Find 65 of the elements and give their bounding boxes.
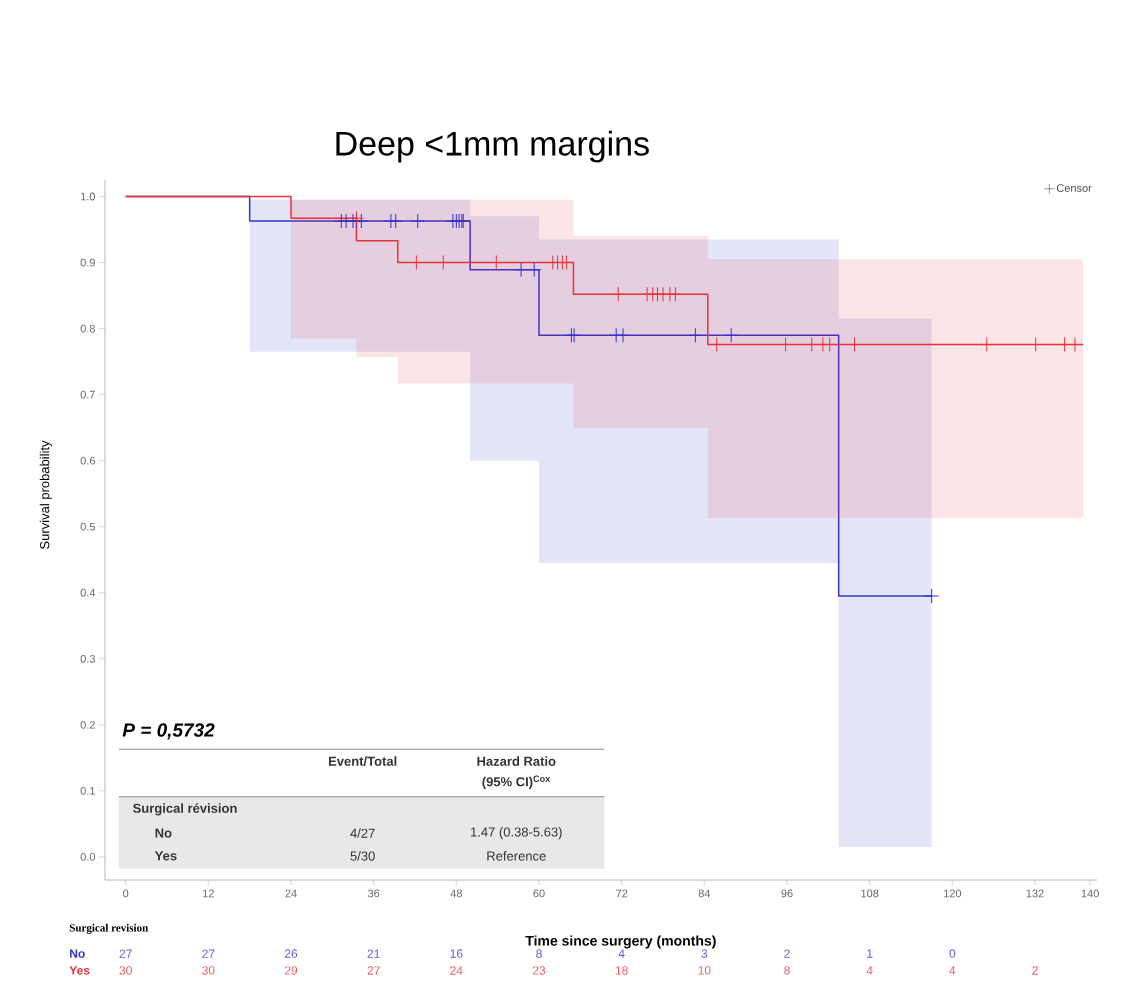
x-tick-label: 108 [861,889,879,898]
text: 29 [284,966,298,975]
x-axis-title: Time since surgery (months) [525,935,716,949]
text: No [70,949,85,958]
annotation: P = 0,5732 [122,723,215,740]
text: 4 [866,966,873,975]
x-tick-label: 132 [1026,889,1044,898]
x-tick-label: 120 [943,889,962,898]
x-tick-label: 0 [123,889,129,898]
text: 2 [1032,966,1038,975]
y-tick-label: 0.7 [80,390,95,399]
x-tick-label: 24 [285,889,297,898]
y-tick-label: 1.0 [81,192,96,201]
text: 27 [119,949,132,958]
text: Yes [69,966,90,975]
text: 8 [536,949,542,958]
text: 23 [532,966,546,975]
text: 27 [202,949,215,958]
text: 26 [284,949,298,958]
text: 10 [698,966,711,975]
y-tick-label: 0.1 [80,786,95,795]
text: 4 [949,966,956,975]
x-tick-label: 84 [698,889,711,898]
y-tick-label: 0.4 [80,588,96,597]
x-tick-label: 48 [450,889,462,898]
y-tick-label: 0.0 [80,852,96,861]
text: Censor [1056,184,1092,192]
y-tick-label: 0.8 [80,324,95,333]
y-tick-label: 0.5 [80,522,95,531]
text: 24 [450,966,463,975]
x-tick-label: 96 [781,889,793,898]
annotation: 5/30 [350,851,375,861]
text: 2 [784,949,790,958]
text: 8 [784,966,790,975]
annotation: 1.47 (0.38-5.63) [471,827,562,840]
x-tick-label: 12 [203,889,214,898]
text: 30 [119,966,132,975]
y-tick-label: 0.9 [80,258,95,267]
x-tick-label: 36 [367,889,380,898]
text: 0 [949,949,956,958]
x-tick-label: 60 [533,889,545,898]
x-tick-label: 140 [1081,889,1099,898]
annotation: Hazard Ratio [477,756,556,766]
text: 21 [367,949,380,958]
annotation: 4/27 [350,828,375,838]
annotation: No [155,828,172,838]
annotation: Surgical révision [133,803,237,816]
text: 4 [618,949,625,958]
text: 18 [615,966,628,975]
annotation: (95% CI)$^{Cox}$ [482,775,551,789]
x-tick-label: 72 [616,889,628,898]
annotation: Yes [154,851,177,861]
y-tick-label: 0.2 [80,720,95,729]
text: 27 [367,966,380,975]
annotation: Event/Total [328,756,397,766]
text: 30 [202,966,215,975]
text: 16 [450,949,463,958]
y-tick-label: 0.6 [80,456,95,465]
text: 3 [701,949,708,958]
text: 1 [867,949,873,958]
annotation: Reference [487,851,546,861]
text: Surgical revision [69,923,149,934]
y-axis-title: Survival probability [39,440,52,549]
y-tick-label: 0.3 [80,654,95,663]
chart-title: Deep <1mm margins [336,130,649,163]
